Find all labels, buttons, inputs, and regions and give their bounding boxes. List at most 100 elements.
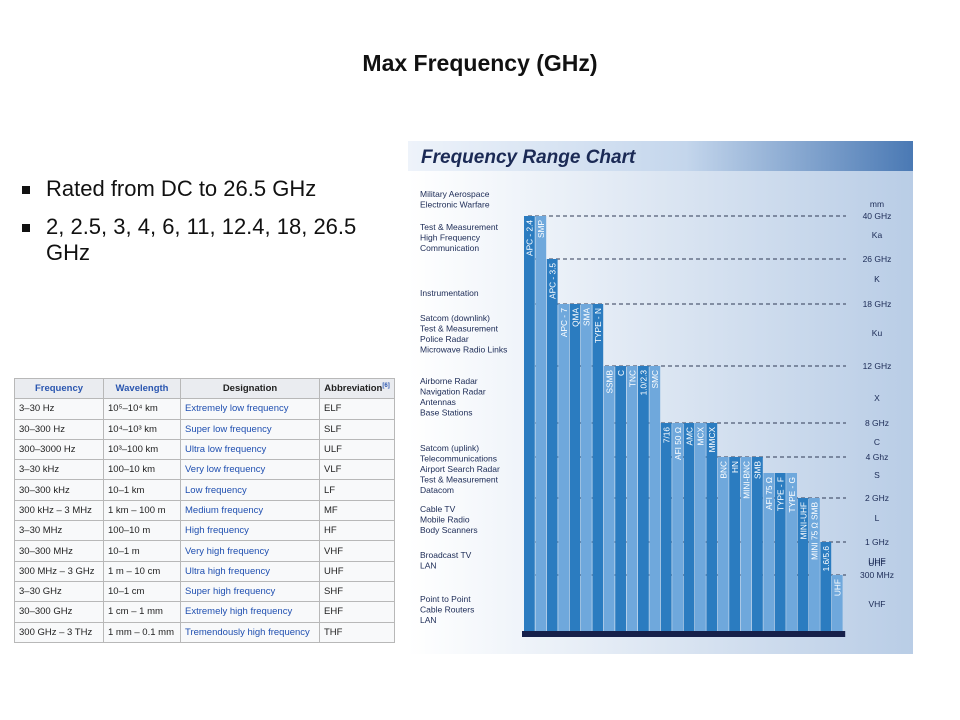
connector-bar: [706, 423, 718, 631]
level-label: 26 GHz: [863, 254, 892, 264]
connector-label: UHF: [833, 579, 843, 596]
level-label: 2 GHz: [865, 493, 889, 503]
band-label: L: [875, 513, 880, 523]
table-row: 300 MHz – 3 GHz 1 m – 10 cm Ultra high fre…: [14, 560, 395, 582]
connector-label: BNC: [719, 461, 729, 479]
table-cell-designation[interactable]: Medium frequency: [180, 499, 320, 522]
application-label-line: Test & Measurement: [420, 222, 499, 232]
application-label-line: Base Stations: [420, 408, 472, 418]
table-cell-wavelength: 10–1 km: [103, 479, 181, 501]
chart-baseline: [522, 631, 846, 637]
application-label-line: Electronic Warfare: [420, 200, 490, 210]
connector-bar: [615, 366, 626, 631]
table-cell-designation[interactable]: Ultra low frequency: [180, 438, 320, 461]
table-cell-wavelength: 10⁴–10³ km: [103, 418, 181, 440]
connector-label: MINI-BNC: [741, 461, 751, 499]
connector-bar: [774, 473, 786, 631]
table-row: 300 kHz – 3 MHz 1 km – 100 m Medium freque…: [14, 499, 395, 522]
chart-title: Frequency Range Chart: [421, 147, 636, 168]
column-header-frequency: Frequency: [14, 377, 104, 400]
connector-label: SMA: [582, 308, 592, 326]
application-label-line: Telecommunications: [420, 454, 497, 464]
table-cell-abbreviation: VHF: [319, 540, 395, 562]
application-label-line: Cable TV: [420, 504, 456, 514]
connector-label: APC - 7: [559, 308, 569, 337]
table-row: 30–300 MHz 10–1 m Very high frequency VHF: [14, 540, 395, 562]
table-cell-designation[interactable]: Ultra high frequency: [180, 560, 320, 582]
table-cell-abbreviation: HF: [319, 520, 395, 542]
connector-label: HN: [730, 461, 740, 473]
application-label-line: Communication: [420, 243, 479, 253]
table-row: 3–30 kHz 100–10 km Very low frequency VLF: [14, 459, 395, 481]
connector-bar: [797, 498, 809, 631]
application-label: Military Aerospace Electronic Warfare: [420, 189, 490, 210]
table-cell-frequency: 300 GHz – 3 THz: [14, 621, 104, 643]
footnote-link[interactable]: [6]: [382, 383, 390, 390]
table-cell-frequency: 3–30 GHz: [14, 580, 104, 603]
level-unit-label: UHF: [868, 558, 885, 568]
bullet-text: Rated from DC to 26.5 GHz: [46, 176, 317, 201]
table-cell-designation[interactable]: Super high frequency: [180, 580, 320, 603]
application-label: Test & Measurement High Frequency Communic…: [420, 222, 499, 253]
table-cell-abbreviation: THF: [319, 621, 395, 643]
application-label: Instrumentation: [420, 288, 479, 298]
table-cell-abbreviation: SHF: [319, 580, 395, 603]
application-label-line: Broadcast TV: [420, 550, 472, 560]
band-label: S: [874, 470, 880, 480]
slide-title: Max Frequency (GHz): [362, 50, 598, 76]
application-label-line: Cable Routers: [420, 605, 474, 615]
table-cell-abbreviation: VLF: [319, 459, 395, 481]
column-header-designation: Designation: [180, 377, 320, 400]
connector-label: 7/16: [662, 427, 672, 444]
table-cell-designation[interactable]: Super low frequency: [180, 418, 320, 440]
connector-bar: [752, 457, 763, 631]
table-cell-abbreviation: MF: [319, 499, 395, 522]
application-label-line: Mobile Radio: [420, 515, 470, 525]
table-cell-frequency: 30–300 Hz: [14, 418, 104, 440]
table-cell-designation[interactable]: Extremely high frequency: [180, 601, 320, 623]
chart-svg: Frequency Range Chart mm 40 GHz 26 GHz 18 GH…: [408, 141, 913, 654]
application-label-line: Point to Point: [420, 594, 471, 604]
table-row: 3–30 GHz 10–1 cm Super high frequency SHF: [14, 580, 395, 603]
band-label: UHF: [868, 556, 885, 566]
table-cell-designation[interactable]: Very low frequency: [180, 459, 320, 481]
connector-label: TYPE - N: [593, 308, 603, 343]
table-cell-designation[interactable]: Low frequency: [180, 479, 320, 501]
connector-label: AFI 75 Ω: [764, 477, 774, 510]
level-label: 1 GHz: [865, 537, 889, 547]
band-label: VHF: [869, 599, 886, 609]
table-cell-designation[interactable]: Tremendously high frequency: [180, 621, 320, 643]
connector-bar: [831, 575, 843, 631]
table-cell-frequency: 30–300 GHz: [14, 601, 104, 623]
level-label: 4 Ghz: [866, 452, 889, 462]
table-cell-wavelength: 10–1 cm: [103, 580, 181, 603]
table-cell-abbreviation: UHF: [319, 560, 395, 582]
connector-bar: [786, 473, 797, 631]
application-label: Airborne Radar Navigation Radar Antennas Ba…: [420, 376, 486, 418]
table-cell-designation[interactable]: Very high frequency: [180, 540, 320, 562]
application-label-line: Instrumentation: [420, 288, 479, 298]
table-row: 300 GHz – 3 THz 1 mm – 0.1 mm Tremendously…: [14, 621, 395, 643]
application-label-line: Test & Measurement: [420, 324, 499, 334]
connector-label: SMC: [650, 370, 660, 388]
connector-bar: [638, 366, 649, 631]
table-cell-designation[interactable]: High frequency: [180, 520, 320, 542]
band-label: Ka: [872, 230, 883, 240]
table-cell-wavelength: 10⁵–10⁴ km: [103, 398, 181, 420]
connector-bar: [524, 216, 535, 631]
connector-label: MINI 75 Ω SMB: [810, 502, 820, 560]
level-label: 8 GHz: [865, 418, 889, 428]
connector-label: SSMB: [605, 370, 615, 394]
table-cell-frequency: 3–30 kHz: [14, 459, 104, 481]
table-cell-frequency: 300–3000 Hz: [14, 438, 104, 461]
connector-label: MMCX: [707, 427, 717, 453]
table-cell-designation[interactable]: Extremely low frequency: [180, 398, 320, 420]
connector-bar: [603, 366, 615, 631]
application-label-line: Military Aerospace: [420, 189, 490, 199]
frequency-band-table: Frequency Wavelength Designation Abbrevi…: [14, 377, 395, 643]
connector-label: 1.0/2.3: [639, 370, 649, 396]
bullet-item: 2, 2.5, 3, 4, 6, 11, 12.4, 18, 26.5 GHz: [22, 214, 382, 266]
application-label: Point to Point Cable Routers LAN: [420, 594, 474, 625]
table-cell-wavelength: 1 mm – 0.1 mm: [103, 621, 181, 643]
connector-bar: [763, 473, 775, 631]
